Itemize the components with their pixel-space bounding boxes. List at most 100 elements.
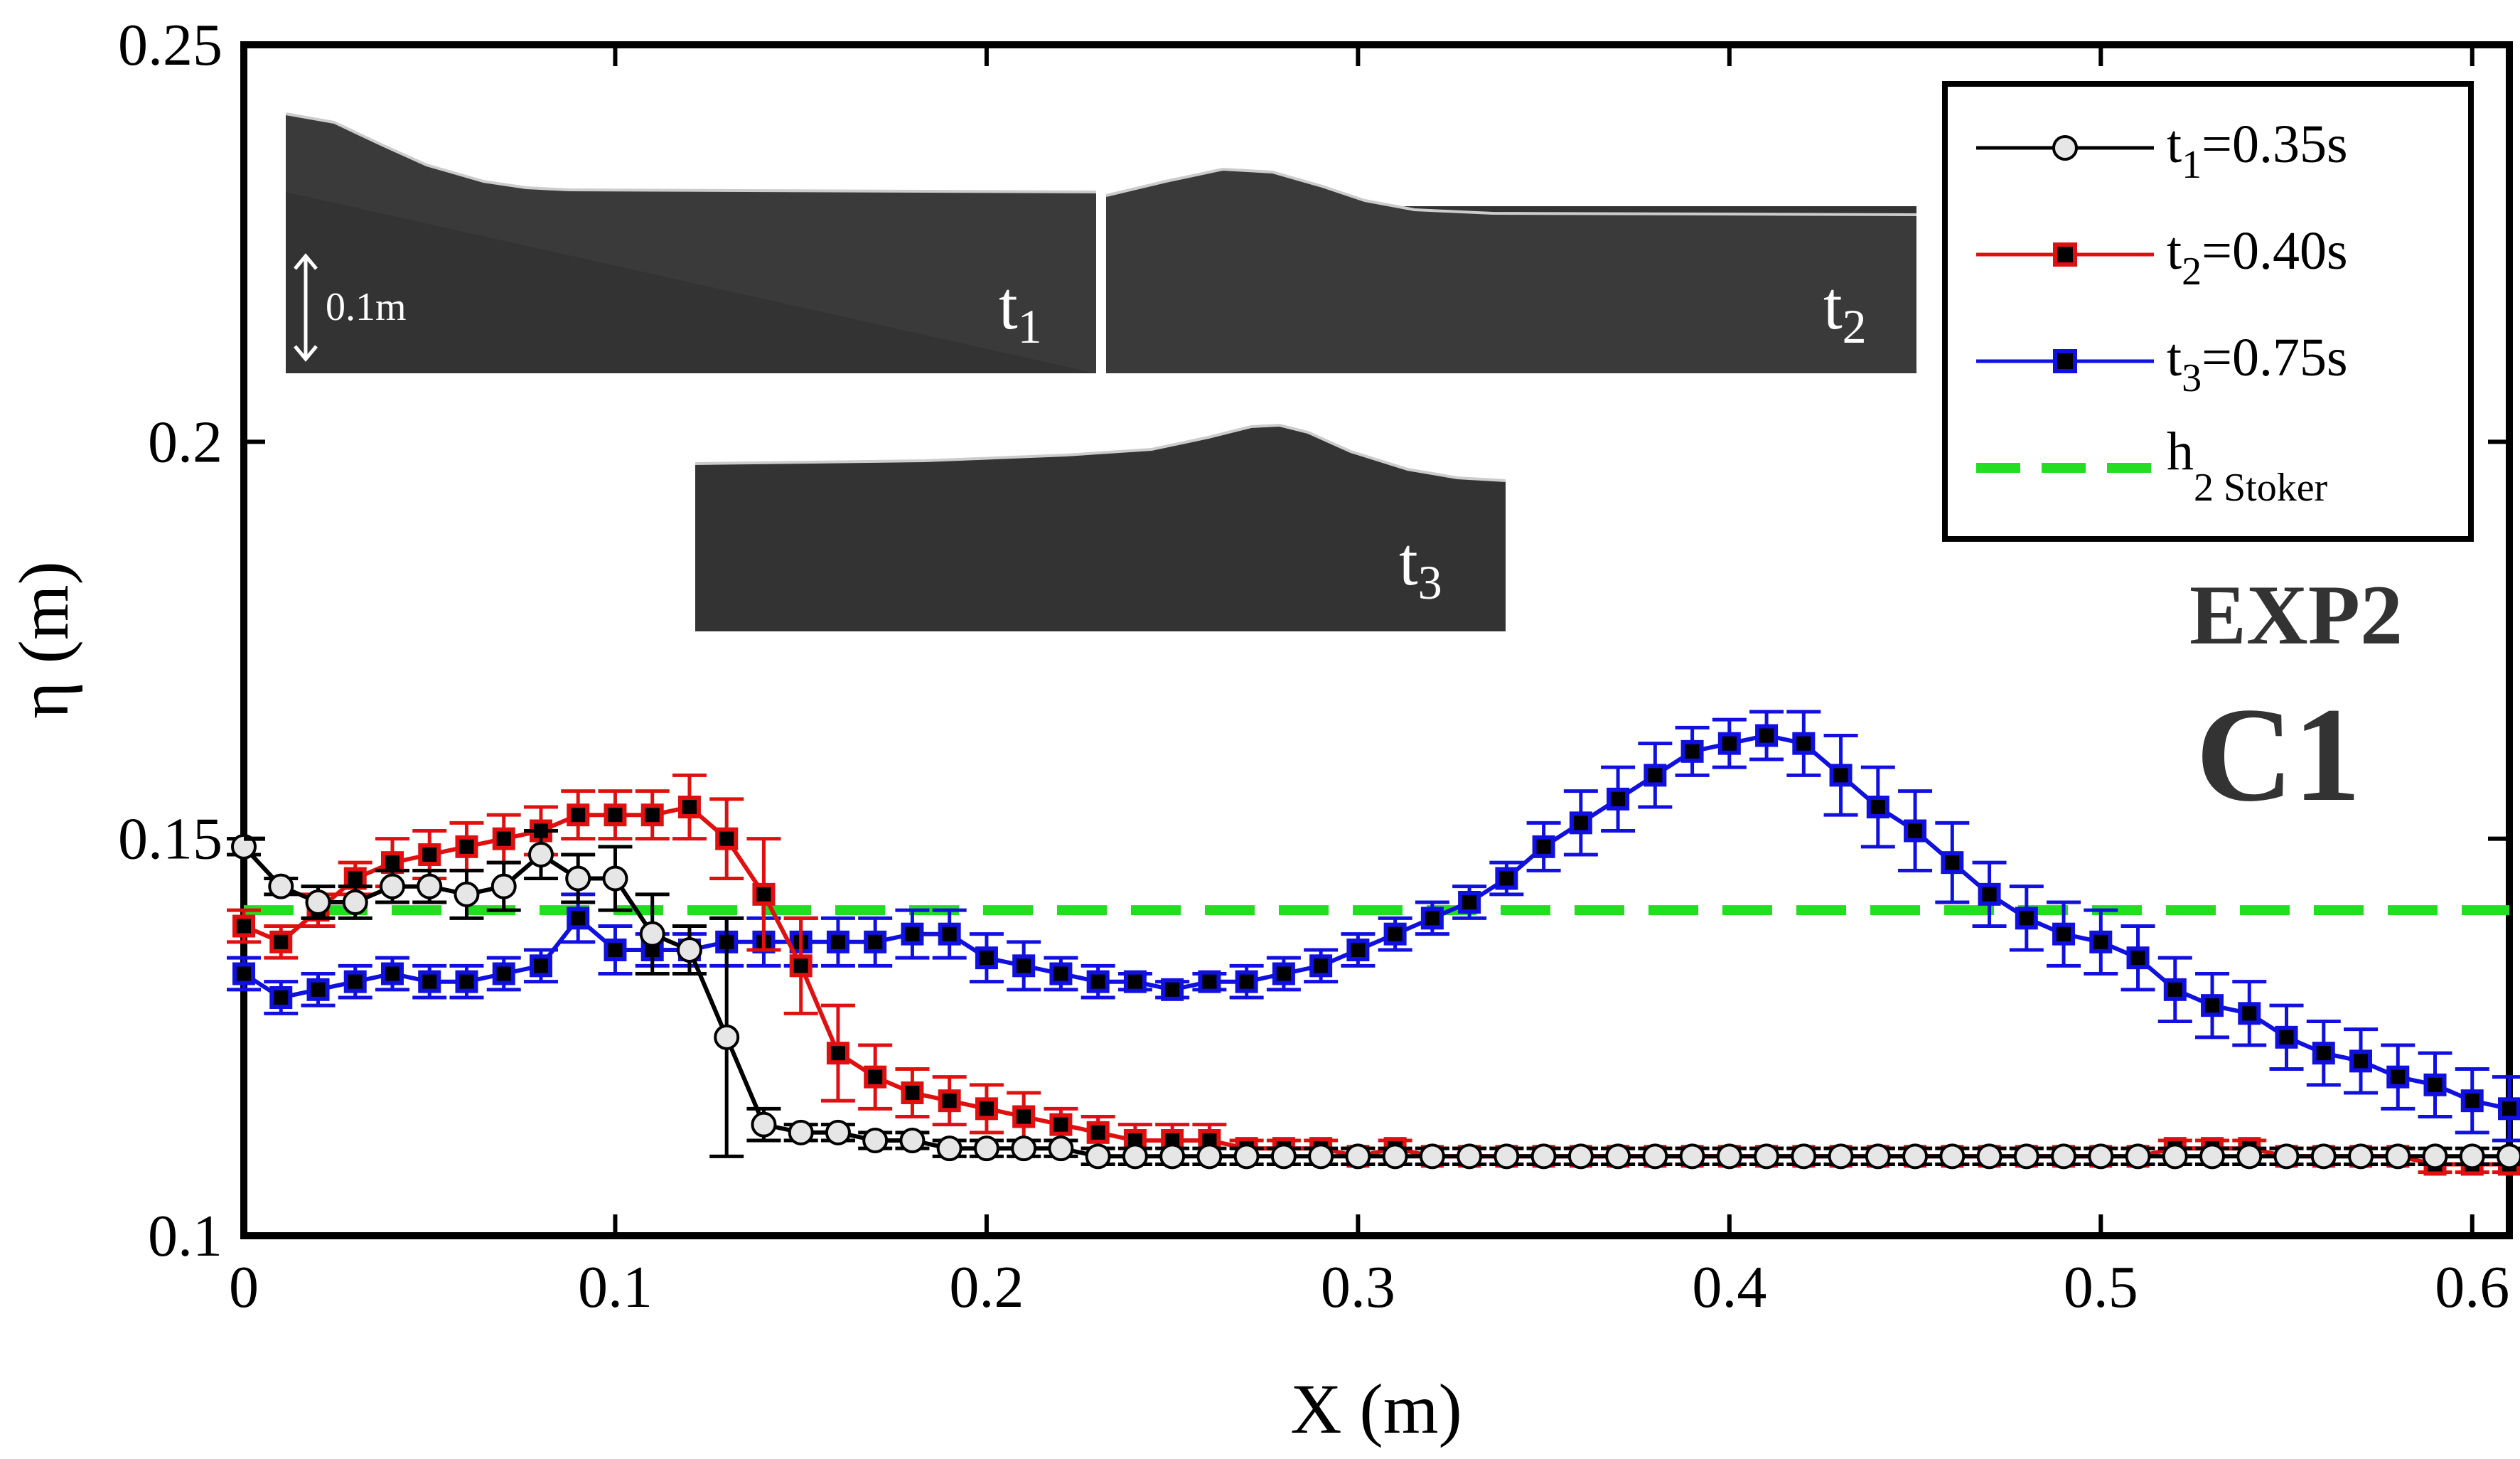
- data-point: [231, 833, 257, 860]
- data-point: [1679, 1143, 1705, 1170]
- inset-photo-t3: t3: [695, 423, 1506, 631]
- series-t3: [227, 710, 2520, 1143]
- data-point: [1755, 724, 1779, 747]
- data-point: [1680, 739, 1704, 763]
- data-point: [1382, 1143, 1408, 1170]
- data-point: [2051, 1143, 2077, 1170]
- data-point: [677, 796, 701, 818]
- data-point: [1494, 1143, 1520, 1170]
- data-point: [1086, 1121, 1110, 1144]
- data-point: [1048, 1135, 1074, 1162]
- data-point: [938, 922, 961, 946]
- legend: t1=0.35s t2=0.40s t3=0.75s h2 Stoker: [1942, 81, 2474, 542]
- data-point: [2348, 1143, 2374, 1170]
- inset-scale-label: 0.1m: [326, 285, 407, 329]
- data-point: [2312, 1042, 2335, 1065]
- data-point: [1607, 787, 1630, 811]
- data-point: [1233, 1143, 1260, 1170]
- data-point: [2498, 1097, 2520, 1121]
- data-point: [2385, 1143, 2411, 1170]
- x-tick-label: 0.3: [1321, 1254, 1395, 1320]
- data-point: [975, 946, 998, 970]
- data-point: [1976, 1143, 2002, 1170]
- data-point: [640, 803, 664, 827]
- data-point: [2273, 1143, 2300, 1170]
- data-point: [2015, 907, 2038, 930]
- data-point: [1235, 970, 1258, 993]
- data-point: [975, 1097, 998, 1121]
- data-point: [455, 970, 478, 993]
- data-point: [454, 881, 480, 907]
- inset-label-t3-sub: 3: [1418, 555, 1442, 609]
- data-point: [1383, 922, 1407, 946]
- data-point: [1829, 764, 1853, 787]
- data-point: [379, 873, 405, 899]
- data-point: [936, 1135, 963, 1162]
- x-tick-label: 0: [229, 1254, 259, 1320]
- data-point: [2236, 1143, 2263, 1170]
- legend-label-t1-sub: 1: [2182, 143, 2202, 187]
- data-point: [232, 962, 255, 985]
- data-point: [2422, 1143, 2448, 1170]
- data-point: [1717, 732, 1741, 755]
- legend-label-t2-base: t: [2167, 221, 2182, 281]
- data-point: [1569, 811, 1592, 835]
- data-point: [789, 954, 813, 978]
- series-t1: [227, 829, 2520, 1170]
- legend-label-t1-base: t: [2167, 114, 2182, 174]
- inset-photo-t2: t2: [1105, 167, 1917, 373]
- data-point: [1270, 1143, 1297, 1170]
- legend-label-t1-rest: =0.35s: [2202, 114, 2347, 174]
- data-point: [938, 1089, 961, 1113]
- inset-label-t1-sub: 1: [1018, 299, 1042, 353]
- legend-label-t2-sub: 2: [2182, 250, 2202, 294]
- data-point: [490, 873, 517, 899]
- data-point: [1012, 1105, 1036, 1128]
- data-point: [567, 803, 590, 827]
- data-point: [1716, 1143, 1742, 1170]
- legend-label-t3-sub: 3: [2182, 356, 2202, 400]
- y-tick-label: 0.2: [148, 409, 222, 475]
- data-point: [604, 803, 627, 827]
- data-point: [899, 1128, 926, 1153]
- legend-item-t3: t3=0.75s: [1976, 328, 2348, 400]
- data-point: [2163, 978, 2187, 1001]
- data-point: [1012, 954, 1036, 978]
- data-point: [305, 889, 331, 915]
- x-tick-label: 0.2: [949, 1254, 1024, 1320]
- legend-item-t2: t2=0.40s: [1976, 221, 2348, 294]
- data-point: [492, 827, 515, 850]
- data-point: [1605, 1143, 1631, 1170]
- data-point: [1567, 1143, 1594, 1170]
- data-point: [269, 986, 293, 1009]
- x-tick-label: 0.6: [2435, 1254, 2509, 1320]
- data-point: [2125, 1143, 2151, 1170]
- y-axis-title: η (m): [4, 561, 83, 719]
- data-point: [2310, 1143, 2337, 1170]
- data-point: [864, 1065, 887, 1089]
- data-point: [1159, 1143, 1186, 1170]
- legend-marker-t1: [2052, 135, 2078, 161]
- data-point: [826, 930, 849, 953]
- legend-marker-t3: [2053, 349, 2077, 373]
- data-point: [752, 882, 776, 906]
- legend-label-t3-rest: =0.75s: [2202, 328, 2347, 388]
- data-point: [269, 930, 293, 953]
- data-point: [1196, 1143, 1223, 1170]
- data-point: [862, 1128, 889, 1153]
- data-point: [1049, 962, 1073, 985]
- data-point: [2459, 1143, 2485, 1170]
- data-point: [565, 865, 591, 892]
- data-point: [529, 954, 552, 978]
- data-point: [1791, 1143, 1817, 1170]
- inset-photo-t1: 0.1m t1: [285, 112, 1097, 373]
- data-point: [2013, 1143, 2039, 1170]
- legend-item-h2-stoker: h2 Stoker: [1976, 422, 2328, 510]
- data-point: [1085, 1143, 1111, 1170]
- data-point: [2126, 946, 2150, 970]
- data-point: [455, 835, 478, 858]
- plot-frame: [240, 41, 2513, 1239]
- x-tick-label: 0.4: [1692, 1254, 1766, 1320]
